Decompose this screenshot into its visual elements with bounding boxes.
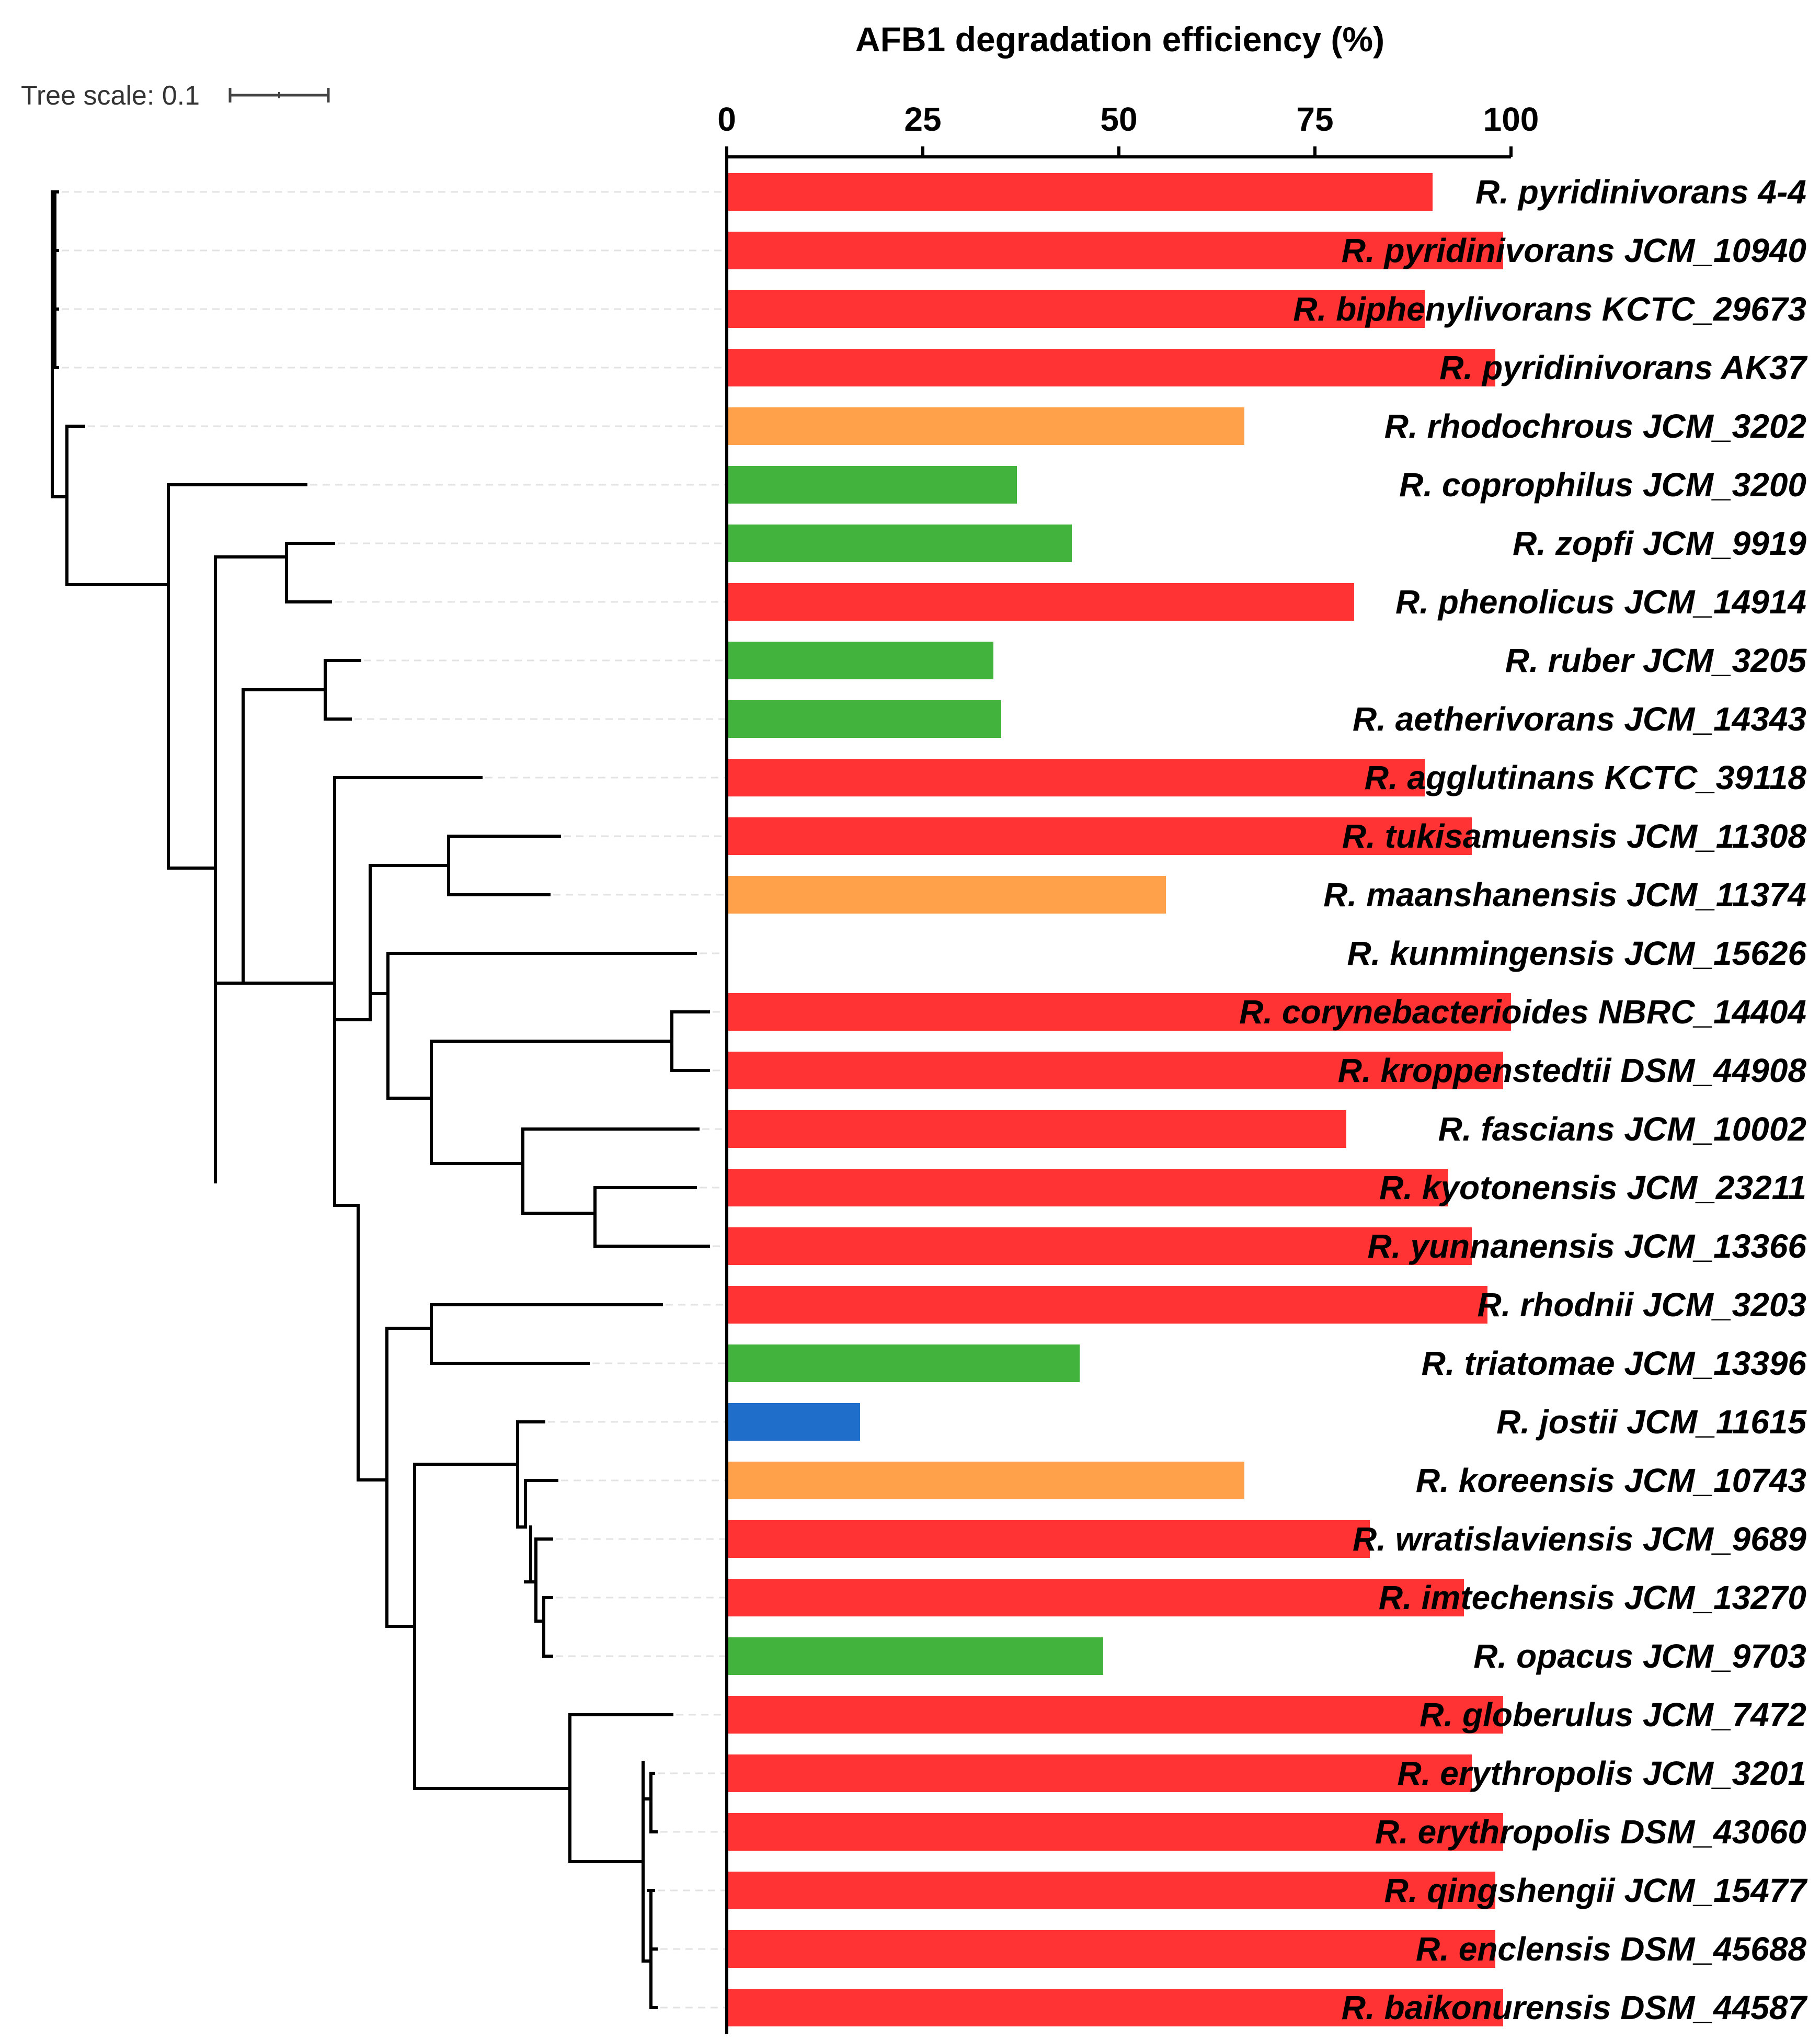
x-tick-label-100: 100: [1483, 100, 1539, 138]
bar-17: [727, 1110, 1346, 1148]
strain-label-32: R. baikonurensis DSM_44587: [1342, 1989, 1808, 2026]
bar-29: [727, 1813, 1503, 1851]
tree-scale-label: Tree scale: 0.1: [21, 81, 200, 111]
strain-label-5: R. rhodochrous JCM_3202: [1384, 407, 1806, 445]
strain-label-31: R. enclensis DSM_45688: [1416, 1930, 1806, 1968]
bar-31: [727, 1930, 1495, 1968]
bar-19: [727, 1227, 1472, 1265]
strain-label-17: R. fascians JCM_10002: [1438, 1110, 1806, 1148]
bar-23: [727, 1462, 1244, 1499]
tree-scale: Tree scale: 0.1: [21, 81, 330, 111]
bar-32: [727, 1989, 1503, 2026]
strain-label-15: R. corynebacterioides NBRC_14404: [1239, 993, 1806, 1031]
bar-28: [727, 1754, 1472, 1792]
strain-label-4: R. pyridinivorans AK37: [1439, 349, 1808, 386]
bar-10: [727, 700, 1001, 738]
x-tick-label-25: 25: [904, 100, 941, 138]
bar-3: [727, 290, 1425, 328]
strain-label-26: R. opacus JCM_9703: [1473, 1637, 1806, 1675]
strain-label-13: R. maanshanensis JCM_11374: [1323, 876, 1806, 914]
bar-18: [727, 1169, 1448, 1206]
strain-label-1: R. pyridinivorans 4-4: [1475, 173, 1806, 211]
strain-label-14: R. kunmingensis JCM_15626: [1347, 934, 1806, 972]
bar-22: [727, 1403, 860, 1441]
strain-label-3: R. biphenylivorans KCTC_29673: [1293, 290, 1806, 328]
strain-label-18: R. kyotonensis JCM_23211: [1379, 1169, 1806, 1206]
strain-label-24: R. wratislaviensis JCM_9689: [1353, 1520, 1806, 1558]
strain-label-27: R. globerulus JCM_7472: [1420, 1696, 1806, 1734]
phylogenetic-tree: [51, 190, 710, 2009]
bar-20: [727, 1286, 1487, 1324]
strain-label-28: R. erythropolis JCM_3201: [1398, 1754, 1807, 1792]
bar-13: [727, 876, 1166, 914]
strain-label-29: R. erythropolis DSM_43060: [1375, 1813, 1806, 1851]
tree-leaf-guides: [62, 191, 727, 2009]
strain-label-21: R. triatomae JCM_13396: [1422, 1344, 1807, 1382]
bar-series: [727, 173, 1511, 2026]
x-axis: 0 25 50 75 100: [717, 100, 1539, 2034]
bar-21: [727, 1344, 1080, 1382]
strain-label-2: R. pyridinivorans JCM_10940: [1342, 232, 1806, 269]
strain-label-16: R. kroppenstedtii DSM_44908: [1338, 1052, 1807, 1089]
bar-5: [727, 407, 1244, 445]
bar-9: [727, 642, 993, 679]
bar-8: [727, 583, 1354, 621]
strain-label-25: R. imtechensis JCM_13270: [1379, 1579, 1806, 1616]
strain-label-12: R. tukisamuensis JCM_11308: [1342, 817, 1807, 855]
bar-27: [727, 1696, 1503, 1734]
bar-25: [727, 1579, 1464, 1616]
bar-4: [727, 349, 1495, 386]
bar-12: [727, 817, 1472, 855]
strain-label-9: R. ruber JCM_3205: [1505, 642, 1807, 679]
x-tick-label-0: 0: [717, 100, 736, 138]
bar-7: [727, 525, 1072, 562]
bar-30: [727, 1872, 1495, 1909]
x-tick-label-75: 75: [1296, 100, 1333, 138]
strain-label-11: R. agglutinans KCTC_39118: [1365, 759, 1807, 796]
strain-label-22: R. jostii JCM_11615: [1496, 1403, 1807, 1441]
bar-24: [727, 1520, 1370, 1558]
strain-label-30: R. qingshengii JCM_15477: [1384, 1872, 1808, 1909]
bar-15: [727, 993, 1511, 1031]
strain-label-8: R. phenolicus JCM_14914: [1395, 583, 1806, 621]
strain-label-10: R. aetherivorans JCM_14343: [1353, 700, 1806, 738]
strain-labels: R. pyridinivorans 4-4 R. pyridinivorans J…: [1239, 173, 1808, 2026]
bar-2: [727, 232, 1503, 269]
strain-label-6: R. coprophilus JCM_3200: [1399, 466, 1806, 504]
bar-26: [727, 1637, 1103, 1675]
bar-6: [727, 466, 1017, 504]
strain-label-19: R. yunnanensis JCM_13366: [1368, 1227, 1807, 1265]
x-tick-label-50: 50: [1100, 100, 1137, 138]
strain-label-7: R. zopfi JCM_9919: [1513, 525, 1806, 562]
bar-16: [727, 1052, 1503, 1089]
strain-label-20: R. rhodnii JCM_3203: [1478, 1286, 1807, 1324]
bar-11: [727, 759, 1425, 796]
bar-1: [727, 173, 1433, 211]
strain-label-23: R. koreensis JCM_10743: [1416, 1462, 1806, 1499]
chart-title: AFB1 degradation efficiency (%): [855, 20, 1384, 59]
